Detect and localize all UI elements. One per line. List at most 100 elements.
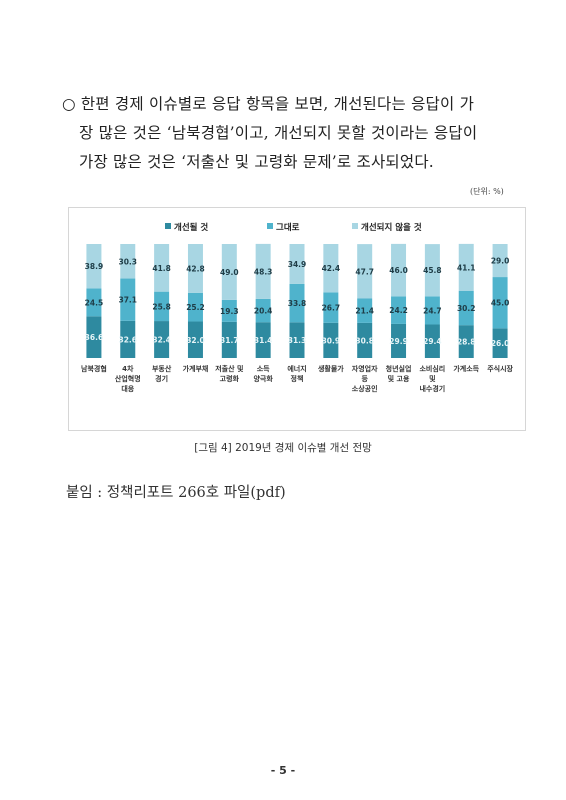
bar-segment-not-improve	[323, 244, 339, 293]
data-label: 42.4	[322, 264, 341, 273]
paragraph-line-1: ○ 한편 경제 이슈별로 응답 항목을 보면, 개선된다는 응답이 가	[62, 95, 475, 113]
category-label: 부동산	[152, 364, 172, 373]
bar-segment-not-improve	[424, 244, 440, 297]
bar-segment-improve	[289, 322, 305, 358]
data-label: 46.0	[389, 266, 408, 275]
category-label: 정책	[291, 374, 304, 383]
legend-item-not-improve: 개선되지 않을 것	[352, 221, 422, 233]
data-label: 47.7	[355, 267, 374, 276]
bar-segment-same	[323, 292, 339, 323]
bar-segment-same	[187, 292, 203, 322]
data-label: 31.4	[254, 336, 273, 345]
bar-segment-improve	[221, 321, 237, 358]
attachment-note: 붙임 : 정책리포트 266호 파일(pdf)	[66, 485, 286, 501]
bar-segment-improve	[391, 323, 407, 358]
summary-paragraph: ○ 한편 경제 이슈별로 응답 항목을 보면, 개선된다는 응답이 가 장 많은…	[62, 90, 532, 177]
bar-segment-not-improve	[120, 244, 136, 279]
bar-segment-same	[458, 290, 474, 326]
category-label: 에너지	[287, 364, 306, 373]
legend-swatch-not-improve	[352, 223, 358, 229]
paragraph-line-3: 가장 많은 것은 ‘저출산 및 고령화 문제’로 조사되었다.	[79, 153, 434, 171]
data-label: 34.9	[288, 260, 307, 269]
bar-segment-improve	[255, 322, 271, 358]
data-label: 36.6	[85, 333, 104, 342]
legend-label-not-improve: 개선되지 않을 것	[361, 223, 422, 233]
data-label: 32.4	[152, 336, 171, 345]
bar-segment-improve	[323, 322, 339, 358]
data-label: 42.8	[186, 264, 205, 273]
bar-segment-not-improve	[86, 244, 102, 289]
bar-segment-same	[255, 298, 271, 323]
data-label: 26.0	[491, 339, 510, 348]
data-label: 30.9	[322, 336, 341, 345]
category-label: 소비심리	[419, 364, 445, 373]
category-label: 및	[429, 374, 436, 383]
bar-segment-improve	[424, 324, 440, 358]
data-label: 29.9	[389, 337, 408, 346]
category-label: 4차	[122, 364, 134, 373]
figure-caption: [그림 4] 2019년 경제 이슈별 개선 전망	[194, 442, 372, 454]
data-label: 30.8	[355, 336, 374, 345]
bar-segment-same	[492, 277, 508, 329]
data-label: 31.7	[220, 336, 239, 345]
bar-segment-same	[289, 283, 305, 323]
bar-segment-same	[391, 296, 407, 324]
category-label: 자영업자	[352, 364, 378, 373]
unit-label: (단위: %)	[470, 187, 504, 196]
bar-segment-improve	[187, 321, 203, 358]
category-label: 양극화	[253, 374, 273, 383]
category-label: 등	[361, 374, 368, 383]
category-label: 가계부채	[183, 364, 209, 373]
bar-segment-not-improve	[154, 244, 170, 292]
category-label: 대응	[121, 384, 134, 393]
category-label: 경기	[155, 374, 168, 383]
bar-segment-same	[120, 278, 136, 321]
data-label: 32.0	[186, 336, 205, 345]
data-label: 24.5	[85, 298, 104, 307]
category-label: 남북경협	[81, 364, 107, 373]
bar-segment-improve	[120, 320, 136, 358]
bar-segment-not-improve	[492, 244, 508, 278]
data-label: 19.3	[220, 307, 239, 316]
data-label: 30.3	[119, 257, 138, 266]
paragraph-line-2: 장 많은 것은 ‘남북경협’이고, 개선되지 못할 것이라는 응답이	[79, 124, 478, 142]
category-label: 청년실업	[386, 364, 412, 373]
data-label: 20.4	[254, 307, 273, 316]
bar-segment-not-improve	[255, 243, 271, 299]
legend-swatch-same	[267, 223, 273, 229]
data-label: 33.8	[288, 299, 307, 308]
data-label: 48.3	[254, 267, 273, 276]
category-label: 고령화	[220, 374, 240, 383]
data-label: 24.2	[389, 306, 408, 315]
bar-segment-not-improve	[289, 244, 305, 284]
bar-segment-same	[357, 298, 373, 323]
bar-segment-same	[154, 291, 170, 322]
data-label: 49.0	[220, 268, 239, 277]
data-label: 29.0	[491, 257, 510, 266]
category-label: 저출산 및	[215, 364, 244, 373]
data-label: 37.1	[119, 296, 138, 305]
data-label: 24.7	[423, 306, 442, 315]
data-label: 45.0	[491, 299, 510, 308]
data-label: 41.1	[457, 263, 476, 272]
data-label: 29.4	[423, 337, 442, 346]
legend-label-improve: 개선될 것	[174, 223, 209, 233]
bar-segment-not-improve	[391, 243, 407, 297]
category-label: 소상공인	[352, 384, 378, 393]
chart-figure: 개선될 것 그대로 개선되지 않을 것 36.6 24.5 38.9 남북경협 32.6…	[68, 207, 526, 431]
data-label: 41.8	[152, 264, 171, 273]
category-label: 가계소득	[453, 364, 479, 373]
data-label: 38.9	[85, 262, 104, 271]
category-label: 생활물가	[318, 364, 344, 373]
category-label: 산업혁명	[115, 374, 141, 383]
category-label: 및 고용	[388, 374, 410, 383]
data-label: 25.8	[152, 302, 171, 311]
bar-segment-not-improve	[458, 243, 474, 291]
data-label: 45.8	[423, 266, 442, 275]
legend-label-same: 그대로	[276, 223, 300, 233]
data-label: 32.6	[119, 335, 138, 344]
bar-segment-same	[221, 299, 237, 322]
bar-segment-improve	[458, 325, 474, 358]
legend-item-improve: 개선될 것	[165, 221, 208, 233]
